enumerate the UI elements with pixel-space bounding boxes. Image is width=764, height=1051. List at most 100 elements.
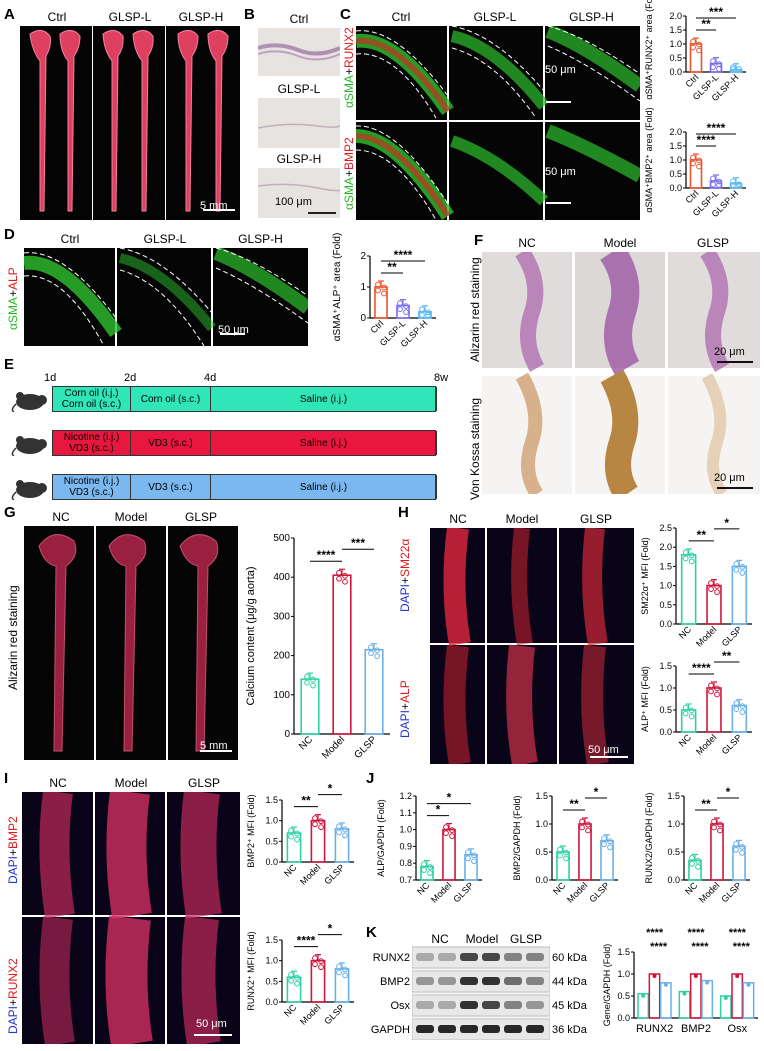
y-axis-label: ALP⁺ MFI (Fold) [640, 666, 650, 732]
y-tick-label: 0.0 [667, 875, 680, 885]
sig-label: **** [687, 927, 705, 939]
k-label-bmp2: BMP2 [380, 976, 410, 988]
timeline-row: Nicotine (i.j.) VD3 (s.c.) VD3 (s.c.) Sali… [52, 474, 437, 500]
data-point [381, 290, 387, 297]
x-tick-label: NC [415, 880, 432, 897]
data-point [733, 567, 740, 573]
panel-label-g: G [4, 504, 16, 521]
data-point [312, 961, 318, 968]
timeline-segment: VD3 (s.c.) [131, 431, 211, 455]
c-label-ctrl: Ctrl [391, 10, 411, 24]
sig-label: **** [394, 248, 413, 262]
y-tick-label: 0.0 [535, 875, 548, 885]
data-point [288, 971, 294, 978]
y-tick-label: 0 [284, 729, 290, 740]
h-stain-label-alp: DAPI+ALP [398, 680, 412, 738]
blot-band [416, 1001, 434, 1009]
i-scale-text: 50 μm [196, 1018, 227, 1030]
data-point [342, 832, 348, 839]
y-tick-label: 1.5 [535, 791, 548, 801]
x-tick-label: NC [551, 880, 568, 897]
mouse-icon [10, 432, 50, 461]
data-point [557, 852, 563, 859]
sig-label: * [447, 791, 452, 805]
data-point [708, 688, 714, 695]
data-point [717, 821, 723, 828]
data-point [318, 824, 324, 831]
data-point [318, 958, 324, 965]
h-fluorescence-images [430, 528, 634, 764]
y-tick-label: 1.0 [265, 956, 278, 966]
y-axis-label: Calcium content (μg/g aorta) [245, 566, 257, 705]
timeline-row: Corn oil (i.j.) Corn oil (s.c.) Corn oil … [52, 386, 437, 412]
sig-label: * [328, 782, 333, 796]
c-fluorescence-images [356, 26, 640, 220]
blot-band [460, 1001, 478, 1009]
data-point [403, 303, 409, 309]
data-point [730, 178, 736, 185]
x-tick-label: BMP2 [681, 1023, 711, 1035]
y-tick-label: 1.0 [399, 825, 412, 835]
blot-band [504, 953, 522, 961]
y-tick-label: 1.0 [535, 819, 548, 829]
y-tick-label: 0.5 [265, 836, 278, 846]
data-point [688, 707, 695, 714]
timeline-day-8w: 8w [434, 372, 449, 384]
data-point [318, 964, 324, 971]
data-point [427, 864, 433, 870]
x-tick-label: NC [297, 734, 315, 752]
k-kda-labels: 60 kDa 44 kDa 45 kDa 36 kDa [552, 946, 602, 1042]
data-point [696, 163, 702, 170]
f-staining-images [482, 252, 760, 494]
x-tick-label: RUNX2 [636, 1023, 673, 1035]
g-label-glsp: GLSP [184, 510, 217, 524]
sig-label: **** [697, 133, 716, 147]
y-tick-label: 1.5 [669, 25, 682, 35]
bar [637, 993, 650, 1019]
bar [732, 845, 746, 881]
data-point [336, 823, 342, 830]
data-point [652, 974, 657, 978]
i-label-nc: NC [49, 776, 67, 790]
sig-label: ** [701, 17, 711, 31]
data-point [318, 818, 324, 825]
x-tick-label: GLSP [587, 880, 611, 904]
data-point [419, 306, 425, 313]
panel-label-h: H [398, 504, 409, 521]
data-point [304, 679, 310, 686]
data-point [601, 835, 607, 842]
blot-band [438, 1025, 456, 1033]
i-fluorescence-images [22, 792, 240, 1044]
bar [688, 859, 702, 881]
d-stain-label: αSMA+ALP [6, 267, 20, 330]
sig-label: **** [729, 927, 747, 939]
k-kda-bmp2: 44 kDa [552, 976, 587, 988]
data-point [585, 827, 591, 834]
y-tick-label: 1.5 [659, 561, 672, 571]
data-point [310, 676, 316, 683]
k-protein-labels: RUNX2 BMP2 Osx GAPDH [366, 946, 410, 1042]
h-label-model: Model [505, 512, 539, 526]
y-tick-label: 0.5 [659, 600, 672, 610]
panel-label-j: J [366, 770, 375, 787]
y-tick-label: 0.9 [399, 841, 412, 851]
data-point [443, 830, 449, 836]
blot-band [416, 953, 434, 961]
sig-label: * [594, 785, 599, 799]
panel-label-e: E [4, 356, 15, 373]
x-tick-label: GLSP [322, 862, 346, 886]
data-point [682, 555, 689, 562]
data-point [710, 64, 716, 70]
d-label-glsph: GLSP-H [238, 232, 283, 246]
d-label-glspl: GLSP-L [143, 232, 187, 246]
timeline-segment: Saline (i.j.) [211, 387, 437, 411]
data-point [689, 861, 695, 867]
data-point [733, 700, 740, 707]
y-tick-label: 1.0 [669, 155, 682, 165]
g-scale-text: 5 mm [200, 740, 228, 752]
data-point [294, 980, 300, 987]
data-point [690, 44, 696, 51]
blot-strip [412, 994, 550, 1017]
blot-band [482, 1001, 500, 1009]
